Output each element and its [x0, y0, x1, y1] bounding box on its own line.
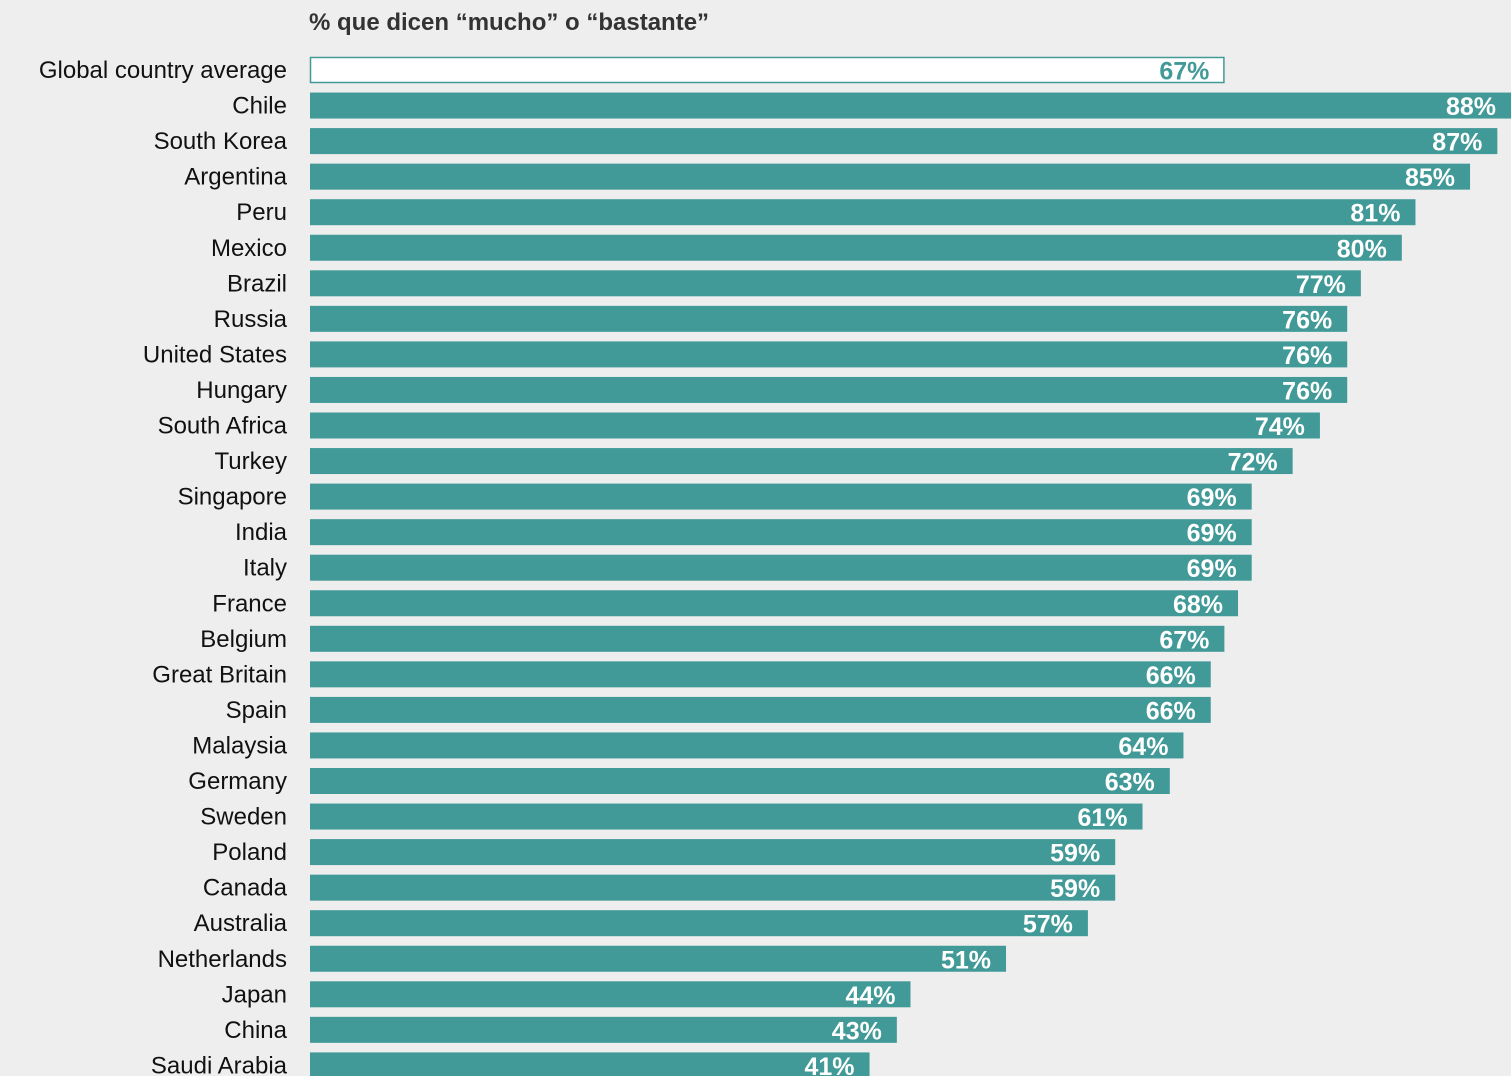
value-label: 59% [1050, 875, 1100, 903]
category-label: Singapore [178, 484, 287, 511]
value-label: 72% [1228, 449, 1278, 477]
bar [310, 483, 1252, 510]
bar [310, 199, 1416, 226]
bar [310, 305, 1348, 332]
category-label: Germany [188, 768, 287, 795]
chart-title: % que dicen “mucho” o “bastante” [309, 9, 710, 36]
bar [310, 448, 1293, 475]
category-label: Saudi Arabia [151, 1052, 288, 1076]
value-label: 68% [1173, 591, 1223, 619]
bar [310, 519, 1252, 546]
category-label: Brazil [227, 270, 287, 297]
category-label: Argentina [184, 164, 287, 191]
value-label: 69% [1187, 484, 1237, 512]
value-label: 66% [1146, 697, 1196, 725]
value-label: 66% [1146, 662, 1196, 690]
bar [310, 92, 1511, 119]
category-label: Japan [222, 981, 287, 1008]
value-label: 69% [1187, 555, 1237, 583]
bar [310, 270, 1361, 297]
category-label: South Korea [154, 128, 288, 155]
bar [310, 128, 1498, 155]
bar [310, 696, 1211, 723]
value-label: 77% [1296, 271, 1346, 299]
category-label: Canada [203, 875, 288, 902]
value-label: 76% [1282, 377, 1332, 405]
bar [310, 910, 1088, 937]
bar [310, 874, 1116, 901]
category-label: India [235, 519, 288, 546]
category-label: Spain [226, 697, 287, 724]
category-label: Mexico [211, 235, 287, 262]
value-label: 69% [1187, 520, 1237, 548]
value-label: 64% [1118, 733, 1168, 761]
bar [310, 803, 1143, 830]
value-label: 59% [1050, 840, 1100, 868]
bar [310, 839, 1116, 866]
bar [310, 590, 1239, 617]
value-label: 44% [845, 982, 895, 1010]
value-label: 76% [1282, 306, 1332, 334]
value-label: 85% [1405, 164, 1455, 192]
bar [310, 412, 1320, 439]
category-label: France [212, 590, 287, 617]
value-label: 67% [1159, 58, 1209, 86]
bar [310, 341, 1348, 368]
category-label: Netherlands [158, 946, 287, 973]
value-label: 41% [805, 1053, 855, 1076]
value-label: 51% [941, 946, 991, 974]
category-label: Italy [243, 555, 287, 582]
category-label: Hungary [196, 377, 287, 404]
bar [310, 163, 1471, 190]
category-label: Great Britain [152, 661, 287, 688]
category-label: Global country average [39, 57, 287, 84]
bar [310, 768, 1170, 794]
bar [310, 945, 1007, 972]
category-label: Malaysia [192, 732, 287, 759]
bar [310, 234, 1402, 261]
value-label: 88% [1446, 93, 1496, 121]
category-label: Russia [214, 306, 288, 333]
value-label: 61% [1077, 804, 1127, 832]
bar [310, 661, 1211, 688]
value-label: 63% [1105, 769, 1155, 797]
value-label: 57% [1023, 911, 1073, 939]
bar [310, 625, 1225, 652]
bar-average [309, 56, 1225, 84]
bar [310, 732, 1184, 759]
category-label: Belgium [200, 626, 287, 653]
category-label: Chile [232, 93, 287, 120]
value-label: 81% [1350, 200, 1400, 228]
category-label: Australia [194, 910, 288, 937]
category-label: China [224, 1017, 287, 1044]
category-label: Poland [212, 839, 287, 866]
category-label: Turkey [215, 448, 287, 475]
bar [310, 1052, 870, 1076]
value-label: 74% [1255, 413, 1305, 441]
category-label: Sweden [200, 804, 287, 831]
value-label: 67% [1159, 626, 1209, 654]
value-label: 76% [1282, 342, 1332, 370]
bar [310, 1016, 897, 1043]
bar [310, 981, 911, 1008]
value-label: 87% [1432, 129, 1482, 157]
category-label: United States [143, 341, 287, 368]
category-label: South Africa [158, 413, 288, 440]
category-label: Peru [236, 199, 287, 226]
bar [310, 554, 1252, 581]
value-label: 43% [832, 1017, 882, 1045]
bar [310, 376, 1348, 403]
value-label: 80% [1337, 235, 1387, 263]
